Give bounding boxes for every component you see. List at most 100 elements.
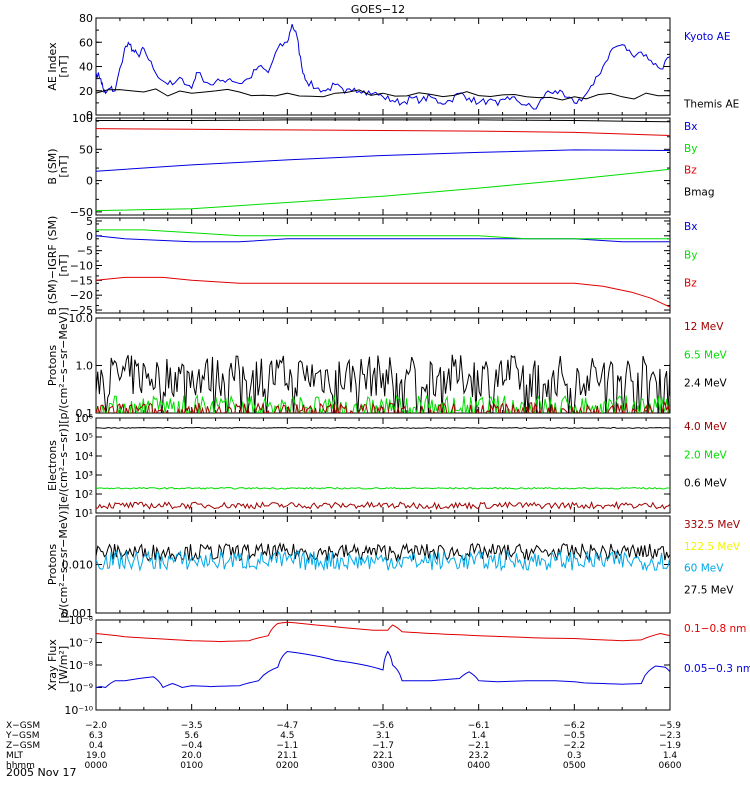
y-tick-label: 10⁴ xyxy=(75,450,94,463)
row-value: 19.0 xyxy=(86,751,106,761)
row-value: 0.3 xyxy=(567,751,581,761)
panel-protons_high: 0.010 0.001 Protons[p/(cm²−s−sr−MeV)] 332.5… xyxy=(46,506,741,622)
row-value: −2.2 xyxy=(563,741,585,751)
panel-bdiff: 5 0 −5 −10−15 −20 −25 B (SM)−IGRF (SM)[nT] Bx By… xyxy=(46,215,697,317)
row-value: 6.3 xyxy=(89,731,103,741)
series-bmag xyxy=(96,119,670,123)
row-value: −2.3 xyxy=(659,731,681,741)
row-value: 0200 xyxy=(276,761,299,771)
series-0-1-0-8-nm xyxy=(96,621,670,643)
row-value: 0100 xyxy=(180,761,203,771)
series-0-05-0-3-nm xyxy=(96,650,670,689)
row-value: −5.9 xyxy=(659,721,681,731)
y-tick-label: 10⁻¹⁰ xyxy=(64,704,93,717)
row-label: hhmm xyxy=(6,761,35,771)
y-tick-label: 10² xyxy=(75,488,93,501)
panel-ae: 0 20 40 60 80 AE Index[nT] Kyoto AE Themis AE xyxy=(46,12,739,122)
series-2-0-mev xyxy=(96,486,670,490)
y-tick-label: 10⁻⁸ xyxy=(69,614,94,627)
y-tick-label: 10⁵ xyxy=(75,431,93,444)
y-tick-label: 1.0 xyxy=(76,360,94,373)
y-tick-label: 100 xyxy=(72,112,93,125)
y-tick-label: 10⁻⁹ xyxy=(69,682,93,695)
row-value: −0.5 xyxy=(563,731,585,741)
y-axis-label: Protons xyxy=(46,345,59,386)
legend-entry: 2.4 MeV xyxy=(684,378,728,390)
row-value: 20.0 xyxy=(182,751,202,761)
panel-bgsm: −50 0 50 100 B (SM)[nT] Bx By Bz Bmag xyxy=(46,112,715,219)
panel-xray: 10⁻⁸ 10⁻⁷ 10⁻⁸ 10⁻⁹ 10⁻¹⁰ Xray Flux[W/m²] 0.1−… xyxy=(46,614,750,717)
row-value: 0600 xyxy=(659,761,682,771)
legend-entry: Bz xyxy=(684,165,697,177)
series-bx xyxy=(96,149,670,172)
row-label: X−GSM xyxy=(6,721,40,731)
row-value: 1.4 xyxy=(663,751,678,761)
x-axis-table: X−GSM −2.0 −3.5 −4.7 −5.6 −6.1 −6.2 −5.9 Y−GSM 6.… xyxy=(5,721,682,771)
row-value: 0000 xyxy=(85,761,108,771)
row-value: 0300 xyxy=(372,761,395,771)
y-axis-label: [nT] xyxy=(57,55,70,77)
series-kyoto-ae xyxy=(96,23,670,110)
row-value: 1.4 xyxy=(472,731,487,741)
y-axis-label: [nT] xyxy=(57,254,70,276)
y-axis-label: AE Index xyxy=(46,42,59,91)
y-tick-label: −15 xyxy=(70,274,93,287)
y-tick-label: 10⁻⁷ xyxy=(69,637,93,650)
row-value: 0500 xyxy=(563,761,586,771)
legend-entry: 27.5 MeV xyxy=(684,584,734,596)
y-tick-label: 10¹ xyxy=(75,507,93,520)
y-axis-label: B (SM)−IGRF (SM) xyxy=(46,216,59,316)
legend-entry: 0.05−0.3 nm xyxy=(684,663,750,675)
row-value: −4.7 xyxy=(276,721,298,731)
row-label: Z−GSM xyxy=(6,741,40,751)
row-value: −5.6 xyxy=(372,721,394,731)
y-tick-label: 80 xyxy=(79,12,93,25)
row-value: 22.1 xyxy=(373,751,393,761)
legend-entry: 60 MeV xyxy=(684,563,724,575)
series-6-5-mev xyxy=(96,393,670,413)
series-0-6-mev xyxy=(96,426,670,429)
y-tick-label: 0 xyxy=(86,175,93,188)
row-value: −6.2 xyxy=(563,721,585,731)
y-tick-label: 5 xyxy=(86,215,93,228)
y-axis-label: [e/(cm²−s−sr)] xyxy=(57,424,70,507)
panel-electrons: 10⁶ 10⁵ 10⁴ 10³ 10² 10¹ Electrons[e/(cm²−s−sr)… xyxy=(46,412,728,520)
panel-protons_low: 10.0 1.0 0.1 Protons[p/(cm²−s−sr−MeV)] 12 Me… xyxy=(46,307,728,423)
legend-entry: 0.1−0.8 nm xyxy=(684,623,746,635)
y-tick-label: 40 xyxy=(79,61,93,74)
legend-entry: Bx xyxy=(684,221,697,233)
row-value: −2.0 xyxy=(85,721,107,731)
row-value: −0.4 xyxy=(181,741,203,751)
figure-title: GOES−12 xyxy=(351,3,405,16)
y-tick-label: 0.1 xyxy=(76,407,94,420)
y-axis-label: [p/(cm²−s−sr−MeV)] xyxy=(57,307,70,423)
y-tick-label: −5 xyxy=(77,245,93,258)
date-label: 2005 Nov 17 xyxy=(6,766,76,779)
legend-entry: 4.0 MeV xyxy=(684,421,728,433)
legend-entry: 0.6 MeV xyxy=(684,478,728,490)
y-tick-label: 20 xyxy=(79,85,93,98)
y-axis-label: [p/(cm²−s−sr−MeV)] xyxy=(57,506,70,622)
y-tick-label: 10⁶ xyxy=(75,412,94,425)
y-axis-label: Protons xyxy=(46,544,59,585)
legend-entry: Bmag xyxy=(684,186,715,198)
y-tick-label: 0.001 xyxy=(62,607,94,620)
row-value: 23.2 xyxy=(469,751,489,761)
legend-entry: 12 MeV xyxy=(684,321,724,333)
y-axis-label: [nT] xyxy=(57,155,70,177)
y-tick-label: 10³ xyxy=(75,469,93,482)
series-60-mev xyxy=(96,549,670,572)
y-tick-label: 0 xyxy=(86,230,93,243)
row-value: −1.1 xyxy=(276,741,298,751)
legend-entry: Bz xyxy=(684,278,697,290)
legend-entry: Kyoto AE xyxy=(684,31,730,43)
row-label: Y−GSM xyxy=(5,731,40,741)
y-tick-label: 10.0 xyxy=(69,312,94,325)
legend-entry: 122.5 MeV xyxy=(684,541,741,553)
row-value: −3.5 xyxy=(181,721,203,731)
legend-entry: Bx xyxy=(684,121,697,133)
series-themis-ae xyxy=(96,88,670,101)
y-axis-label: B (SM) xyxy=(46,148,59,184)
y-tick-label: 0 xyxy=(86,109,93,122)
